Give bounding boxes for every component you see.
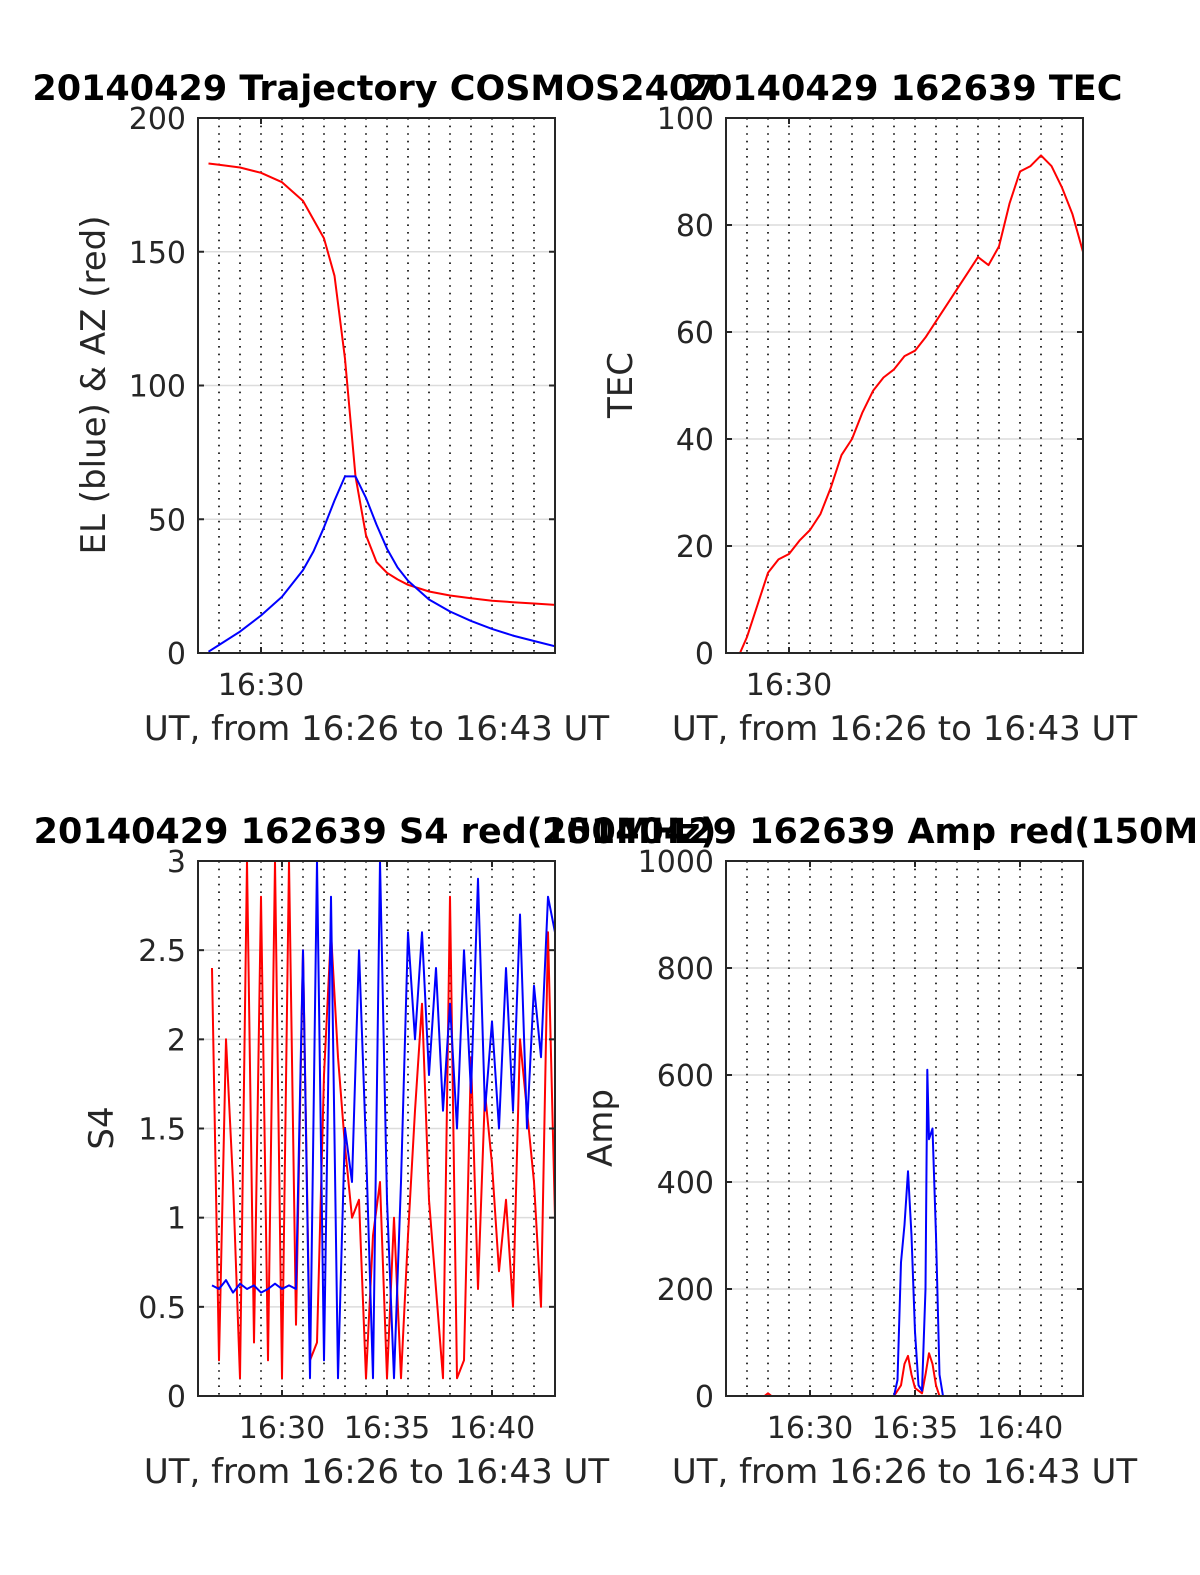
y-tick-label: 2.5 bbox=[138, 934, 186, 969]
series-line-blue bbox=[740, 1068, 1083, 1396]
plot-area bbox=[726, 118, 1083, 653]
x-axis-label: UT, from 16:26 to 16:43 UT bbox=[144, 1452, 610, 1492]
y-tick-label: 400 bbox=[657, 1166, 714, 1201]
series-line-blue bbox=[207, 475, 555, 653]
series-line-red bbox=[208, 162, 555, 606]
y-tick-label: 600 bbox=[657, 1059, 714, 1094]
y-tick-label: 0 bbox=[695, 637, 714, 672]
x-tick-label: 16:30 bbox=[767, 1411, 853, 1446]
chart-title: 20140429 162639 TEC bbox=[684, 69, 1123, 109]
y-tick-label: 1.5 bbox=[138, 1113, 186, 1148]
plot-area bbox=[726, 861, 1083, 1396]
x-tick-label: 16:30 bbox=[746, 668, 832, 703]
x-tick-label: 16:40 bbox=[977, 1411, 1063, 1446]
x-tick-label: 16:30 bbox=[239, 1411, 325, 1446]
y-tick-label: 0.5 bbox=[138, 1291, 186, 1326]
y-tick-label: 0 bbox=[695, 1380, 714, 1415]
axes-box bbox=[725, 860, 1084, 1397]
series-line-red bbox=[211, 861, 555, 1380]
axes-box bbox=[725, 117, 1084, 654]
y-tick-label: 150 bbox=[129, 236, 186, 271]
series-group bbox=[739, 154, 1083, 653]
series-group bbox=[211, 861, 555, 1380]
y-axis-label: TEC bbox=[601, 352, 641, 419]
x-tick-label: 16:35 bbox=[344, 1411, 430, 1446]
y-tick-label: 1000 bbox=[638, 845, 714, 880]
y-tick-label: 80 bbox=[676, 209, 714, 244]
x-tick-label: 16:40 bbox=[449, 1411, 535, 1446]
y-tick-label: 60 bbox=[676, 316, 714, 351]
x-axis-label: UT, from 16:26 to 16:43 UT bbox=[144, 709, 610, 749]
x-tick-label: 16:30 bbox=[218, 668, 304, 703]
y-tick-label: 200 bbox=[129, 102, 186, 137]
y-tick-label: 2 bbox=[167, 1023, 186, 1058]
y-tick-label: 3 bbox=[167, 845, 186, 880]
chart-title: 20140429 162639 Amp red(150MHz) bbox=[542, 812, 1200, 852]
y-tick-label: 50 bbox=[148, 503, 186, 538]
series-line-blue bbox=[211, 861, 555, 1380]
y-tick-label: 100 bbox=[129, 370, 186, 405]
x-axis-label: UT, from 16:26 to 16:43 UT bbox=[672, 1452, 1138, 1492]
x-tick-label: 16:35 bbox=[872, 1411, 958, 1446]
y-tick-label: 200 bbox=[657, 1273, 714, 1308]
y-axis-label: S4 bbox=[82, 1106, 122, 1149]
amp-panel: 0 200 400 600 800 1000 16:30 16:35 16:40 UT, from… bbox=[542, 812, 1200, 1492]
series-line-red bbox=[739, 154, 1083, 653]
y-tick-label: 0 bbox=[167, 637, 186, 672]
chart-title: 20140429 Trajectory COSMOS2407 bbox=[32, 69, 717, 109]
y-tick-label: 100 bbox=[657, 102, 714, 137]
y-tick-label: 0 bbox=[167, 1380, 186, 1415]
series-group bbox=[207, 162, 555, 653]
tec-panel: 0 20 40 60 80 100 16:30 UT, from 16:26 to 16:43… bbox=[601, 69, 1137, 749]
chart-title: 20140429 162639 S4 red(150MHz) bbox=[34, 812, 717, 852]
x-axis-label: UT, from 16:26 to 16:43 UT bbox=[672, 709, 1138, 749]
y-tick-label: 40 bbox=[676, 423, 714, 458]
y-axis-label: Amp bbox=[581, 1089, 621, 1167]
y-tick-label: 800 bbox=[657, 952, 714, 987]
s4-panel: 0 0.5 1 1.5 2 2.5 3 16:30 16:35 16:40 UT, from 16:… bbox=[34, 812, 717, 1492]
y-tick-label: 20 bbox=[676, 530, 714, 565]
y-axis-label: EL (blue) & AZ (red) bbox=[74, 215, 114, 554]
y-tick-label: 1 bbox=[167, 1202, 186, 1237]
